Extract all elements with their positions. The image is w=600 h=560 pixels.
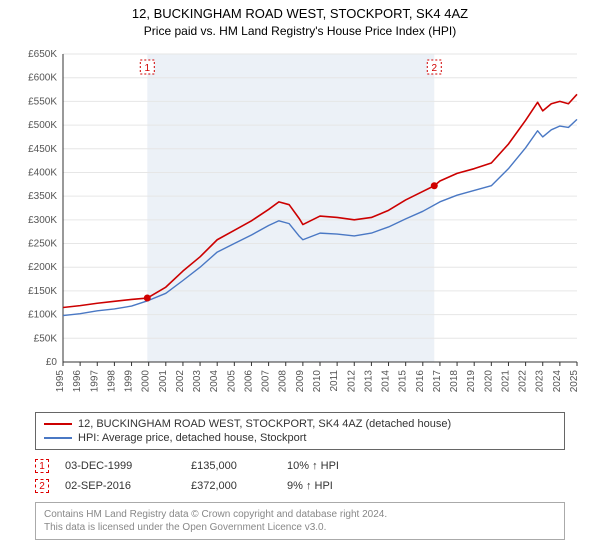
svg-text:£500K: £500K <box>28 120 57 131</box>
legend-swatch-property <box>44 423 72 425</box>
svg-text:1997: 1997 <box>89 370 100 393</box>
svg-text:1995: 1995 <box>55 370 66 393</box>
svg-text:2021: 2021 <box>500 370 511 393</box>
svg-text:2009: 2009 <box>295 370 306 393</box>
svg-text:2002: 2002 <box>175 370 186 393</box>
transaction-marker-1: 1 <box>35 459 49 473</box>
transaction-pct: 10% ↑ HPI <box>287 460 367 472</box>
legend-swatch-hpi <box>44 437 72 439</box>
legend-label-property: 12, BUCKINGHAM ROAD WEST, STOCKPORT, SK4… <box>78 418 451 430</box>
legend-label-hpi: HPI: Average price, detached house, Stoc… <box>78 432 307 444</box>
svg-text:2024: 2024 <box>552 370 563 393</box>
svg-text:2: 2 <box>431 63 437 74</box>
svg-text:1999: 1999 <box>124 370 135 393</box>
page: 12, BUCKINGHAM ROAD WEST, STOCKPORT, SK4… <box>0 0 600 560</box>
svg-text:£200K: £200K <box>28 262 57 273</box>
transaction-price: £372,000 <box>191 480 271 492</box>
svg-text:2025: 2025 <box>569 370 580 393</box>
svg-text:2018: 2018 <box>449 370 460 393</box>
svg-text:2014: 2014 <box>381 370 392 393</box>
svg-text:1: 1 <box>145 63 151 74</box>
svg-text:£250K: £250K <box>28 239 57 250</box>
chart-title: 12, BUCKINGHAM ROAD WEST, STOCKPORT, SK4… <box>0 6 600 21</box>
svg-text:2011: 2011 <box>329 370 340 392</box>
svg-text:£450K: £450K <box>28 144 57 155</box>
svg-text:£50K: £50K <box>34 333 58 344</box>
svg-text:2022: 2022 <box>518 370 529 393</box>
svg-text:2006: 2006 <box>243 370 254 393</box>
svg-text:£650K: £650K <box>28 49 57 60</box>
svg-text:£150K: £150K <box>28 286 57 297</box>
svg-text:2001: 2001 <box>158 370 169 393</box>
svg-text:2020: 2020 <box>483 370 494 393</box>
transaction-pct: 9% ↑ HPI <box>287 480 367 492</box>
svg-text:2019: 2019 <box>466 370 477 393</box>
transaction-date: 03-DEC-1999 <box>65 460 175 472</box>
svg-text:1998: 1998 <box>106 370 117 393</box>
svg-text:2017: 2017 <box>432 370 443 393</box>
svg-text:2010: 2010 <box>312 370 323 393</box>
svg-text:£0: £0 <box>46 357 58 368</box>
chart: £0 £50K £100K £150K £200K £250K £300K £350K £400… <box>15 48 585 408</box>
svg-text:2003: 2003 <box>192 370 203 393</box>
svg-text:£300K: £300K <box>28 215 57 226</box>
transaction-marker-2: 2 <box>35 479 49 493</box>
svg-text:2005: 2005 <box>226 370 237 393</box>
svg-text:2000: 2000 <box>141 370 152 393</box>
footer-line: Contains HM Land Registry data © Crown c… <box>44 508 556 521</box>
legend-row: HPI: Average price, detached house, Stoc… <box>44 431 556 445</box>
svg-text:£400K: £400K <box>28 167 57 178</box>
svg-text:2016: 2016 <box>415 370 426 393</box>
footer-attribution: Contains HM Land Registry data © Crown c… <box>35 502 565 540</box>
chart-subtitle: Price paid vs. HM Land Registry's House … <box>0 24 600 38</box>
svg-text:2023: 2023 <box>535 370 546 393</box>
legend: 12, BUCKINGHAM ROAD WEST, STOCKPORT, SK4… <box>35 412 565 450</box>
transaction-date: 02-SEP-2016 <box>65 480 175 492</box>
svg-text:£600K: £600K <box>28 73 57 84</box>
chart-svg: £0 £50K £100K £150K £200K £250K £300K £350K £400… <box>15 48 585 408</box>
transaction-row: 1 03-DEC-1999 £135,000 10% ↑ HPI <box>35 456 565 476</box>
transaction-row: 2 02-SEP-2016 £372,000 9% ↑ HPI <box>35 476 565 496</box>
svg-text:£550K: £550K <box>28 96 57 107</box>
svg-text:2007: 2007 <box>261 370 272 393</box>
svg-text:2015: 2015 <box>398 370 409 393</box>
svg-text:1996: 1996 <box>72 370 83 393</box>
svg-text:£100K: £100K <box>28 310 57 321</box>
footer-line: This data is licensed under the Open Gov… <box>44 521 556 534</box>
chart-title-block: 12, BUCKINGHAM ROAD WEST, STOCKPORT, SK4… <box>0 0 600 42</box>
transaction-price: £135,000 <box>191 460 271 472</box>
svg-text:£350K: £350K <box>28 191 57 202</box>
svg-text:2004: 2004 <box>209 370 220 393</box>
svg-text:2008: 2008 <box>278 370 289 393</box>
transactions-table: 1 03-DEC-1999 £135,000 10% ↑ HPI 2 02-SE… <box>35 456 565 496</box>
legend-row: 12, BUCKINGHAM ROAD WEST, STOCKPORT, SK4… <box>44 417 556 431</box>
svg-text:2013: 2013 <box>363 370 374 393</box>
svg-text:2012: 2012 <box>346 370 357 393</box>
